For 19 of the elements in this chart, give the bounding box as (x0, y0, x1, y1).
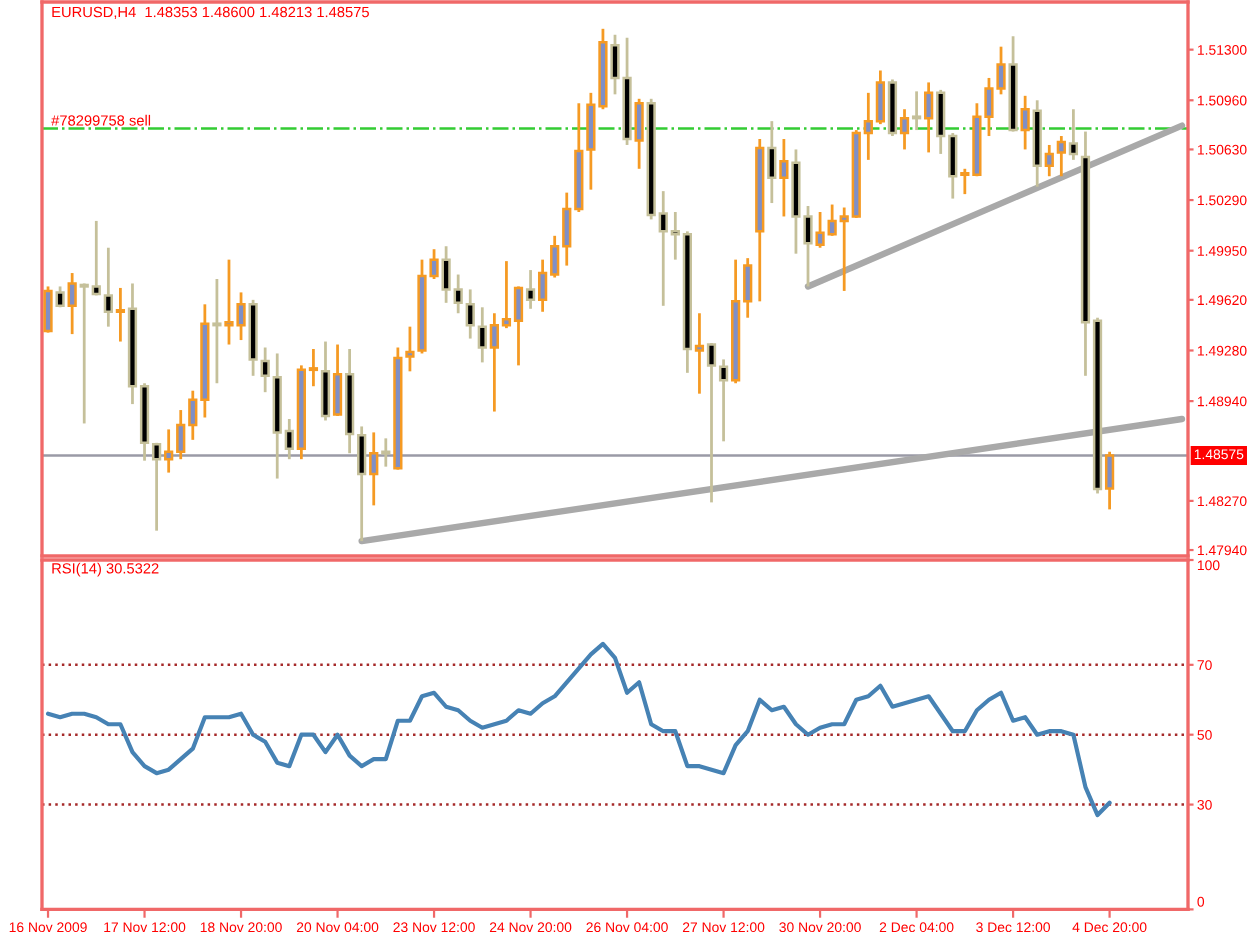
candlestick (320, 340, 331, 422)
candlestick (1020, 94, 1030, 151)
candlestick (1068, 107, 1079, 162)
candlestick (634, 97, 644, 171)
candlestick (779, 137, 789, 218)
candlestick (525, 268, 536, 311)
candlestick (767, 119, 777, 205)
candlestick (911, 89, 922, 132)
candlestick (332, 343, 343, 418)
candlestick (369, 431, 379, 507)
candlestick (212, 277, 222, 385)
candlestick (115, 286, 126, 343)
candlestick (694, 311, 705, 396)
candlestick (924, 81, 934, 154)
candlestick (1104, 450, 1115, 511)
candlestick (899, 107, 910, 151)
candlestick (67, 271, 77, 336)
candlestick (43, 285, 53, 334)
line-series (45, 641, 1112, 818)
